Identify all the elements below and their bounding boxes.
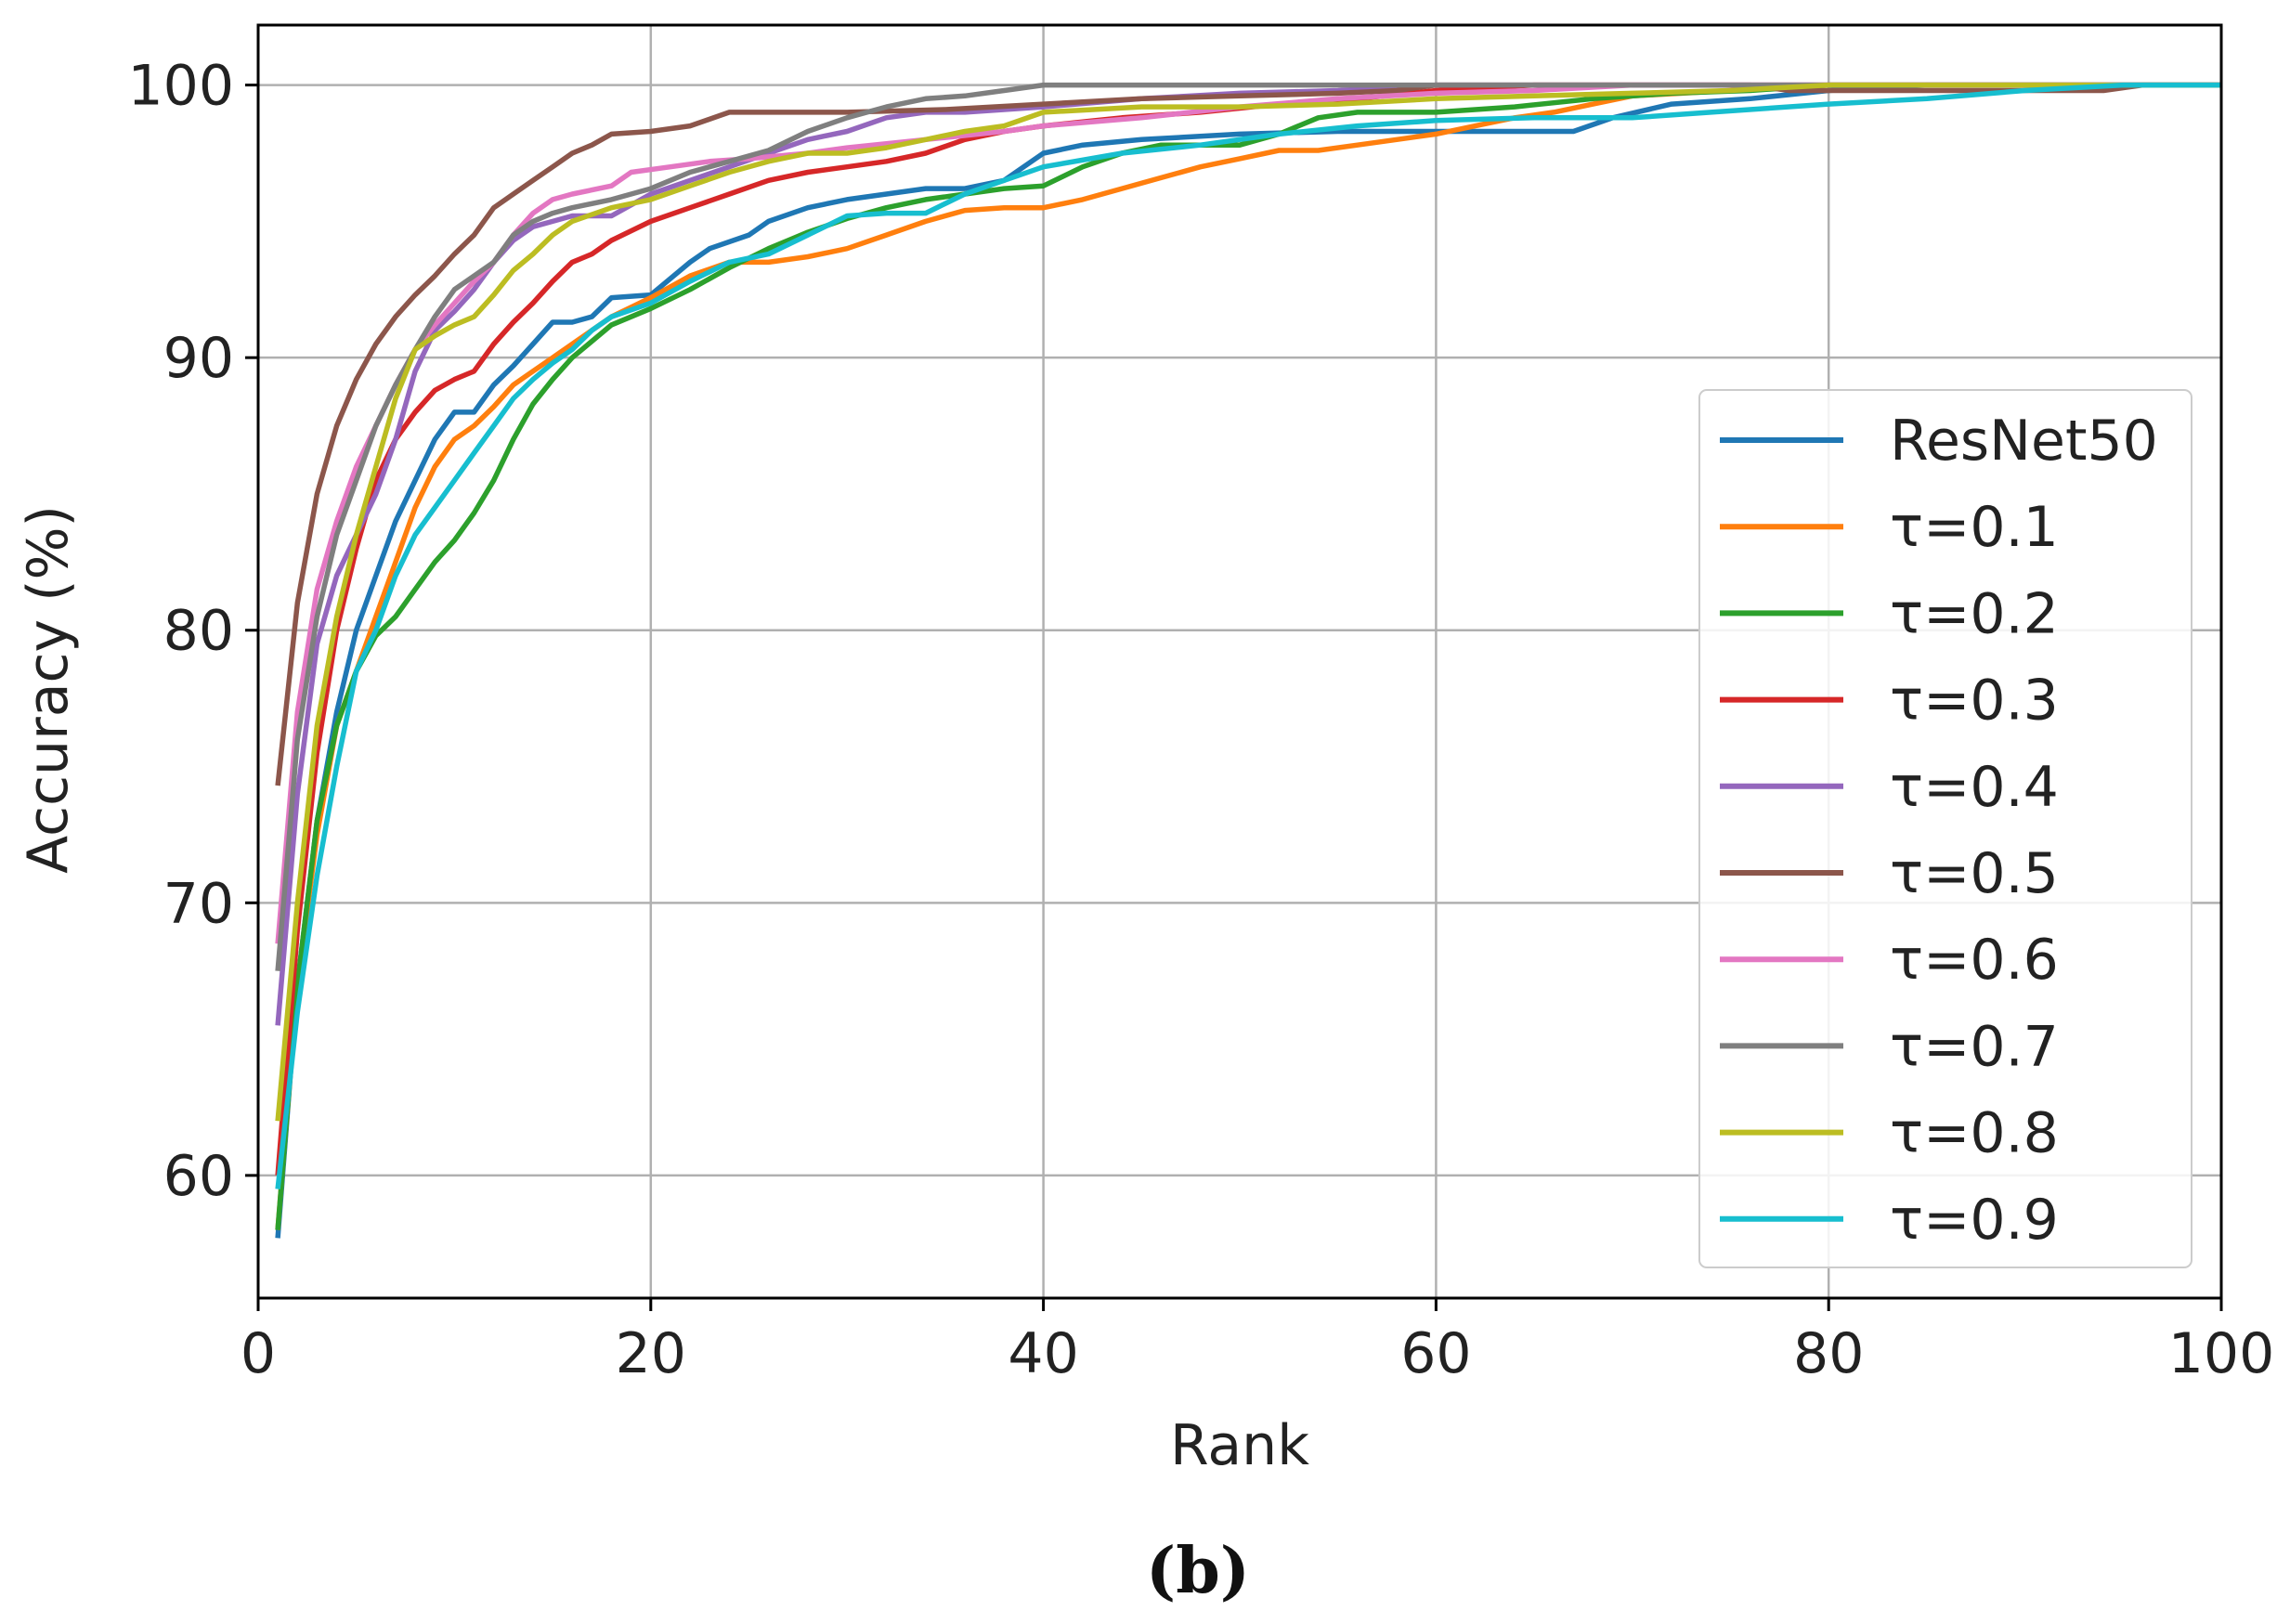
y-axis-title: Accuracy (%) xyxy=(16,505,81,874)
panel-label: (b) xyxy=(1146,1534,1250,1608)
x-tick-label-4: 80 xyxy=(1793,1321,1864,1386)
x-tick-label-5: 100 xyxy=(2168,1321,2275,1386)
y-tick-label-2: 80 xyxy=(163,599,234,664)
legend-label-tau02: τ=0.2 xyxy=(1890,581,2059,646)
legend-label-tau05: τ=0.5 xyxy=(1890,841,2059,906)
plot-frame xyxy=(256,23,2223,1300)
y-tick-label-4: 100 xyxy=(127,54,234,119)
legend-label-tau06: τ=0.6 xyxy=(1890,928,2059,993)
x-tick-label-2: 40 xyxy=(1008,1321,1078,1386)
legend-label-tau09: τ=0.9 xyxy=(1890,1188,2059,1253)
series-line-tau01 xyxy=(275,82,2221,1230)
series-line-tau07 xyxy=(275,82,2221,971)
series-lines xyxy=(275,82,2221,1239)
legend-label-tau04: τ=0.4 xyxy=(1890,755,2059,820)
legend-label-tau01: τ=0.1 xyxy=(1890,495,2059,560)
series-line-tau08 xyxy=(275,82,2221,1122)
legend-label-tau03: τ=0.3 xyxy=(1890,669,2059,734)
x-tick-label-3: 60 xyxy=(1400,1321,1471,1386)
y-tick-label-1: 70 xyxy=(163,871,234,936)
legend-label-tau08: τ=0.8 xyxy=(1890,1101,2059,1166)
legend-label-resnet50: ResNet50 xyxy=(1890,409,2158,474)
series-line-tau02 xyxy=(275,82,2221,1230)
x-tick-label-1: 20 xyxy=(616,1321,686,1386)
series-line-tau05 xyxy=(275,82,2221,786)
series-line-tau09 xyxy=(275,82,2221,1189)
y-tick-label-3: 90 xyxy=(163,326,234,391)
legend: ResNet50 τ=0.1 τ=0.2 τ=0.3 τ=0.4 τ=0.5 τ=0.6 τ=… xyxy=(1698,389,2192,1268)
y-tick-label-0: 60 xyxy=(163,1144,234,1209)
x-axis-title: Rank xyxy=(1170,1413,1309,1478)
x-tick-label-0: 0 xyxy=(241,1321,276,1386)
legend-label-tau07: τ=0.7 xyxy=(1890,1014,2059,1079)
axis-ticks: 0 20 40 60 80 100 60 70 80 90 100 xyxy=(127,54,2274,1386)
